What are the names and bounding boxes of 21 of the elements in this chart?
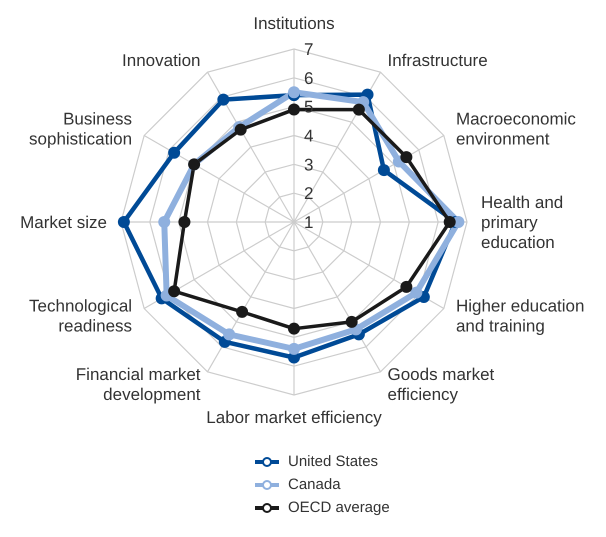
legend-label: Canada <box>288 476 341 493</box>
spoke-label: Market size <box>20 213 107 232</box>
y-tick-label: 6 <box>304 68 314 88</box>
y-tick-label: 1 <box>304 213 314 232</box>
y-tick-label: 3 <box>304 155 314 174</box>
spoke-label: Technological readiness <box>29 296 132 336</box>
spoke-label: Health and primary education <box>481 193 564 252</box>
legend-label: United States <box>288 453 378 470</box>
y-tick-label: 2 <box>304 184 314 204</box>
spoke-label: Financial market development <box>76 364 201 404</box>
spoke-label: Infrastructure <box>388 51 488 70</box>
spoke-label: Innovation <box>122 51 200 70</box>
spoke-label: Institutions <box>253 14 335 33</box>
y-tick-label: 7 <box>304 40 314 59</box>
spoke-label: Higher education and training <box>456 296 584 336</box>
spoke-label: Labor market efficiency <box>206 408 382 427</box>
legend-label: OECD average <box>288 499 390 516</box>
y-tick-label: 4 <box>304 126 314 146</box>
spoke-label: Business sophistication <box>29 110 132 148</box>
spoke-label: Macroeconomic environment <box>456 110 576 148</box>
spoke-label: Goods market efficiency <box>388 364 495 404</box>
